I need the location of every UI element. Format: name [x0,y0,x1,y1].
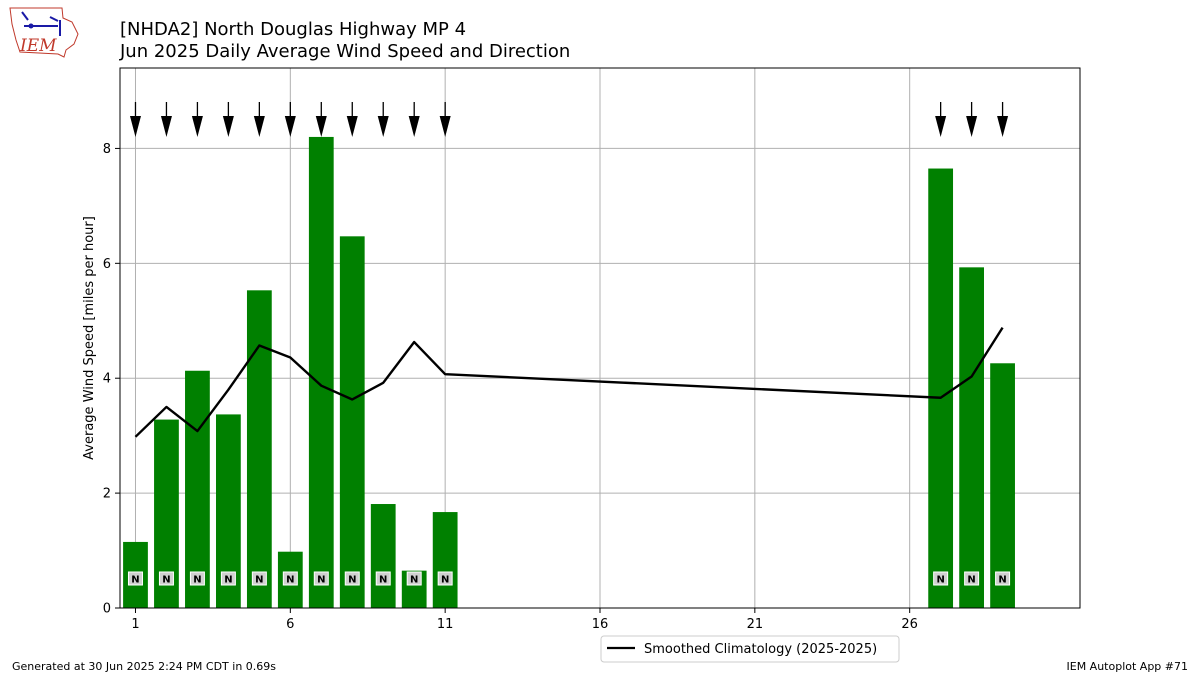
x-tick-label: 11 [437,617,454,632]
direction-label-box [220,571,236,586]
y-tick-label: 6 [103,257,111,272]
direction-label-box [964,571,980,586]
direction-label-box [406,571,422,586]
x-tick-label: 6 [286,617,294,632]
y-tick-label: 4 [103,372,111,387]
direction-label-day-29: N [998,575,1006,586]
direction-label-box [933,571,949,586]
bar-day-7 [308,136,334,609]
direction-label-day-3: N [193,575,201,586]
y-axis: 0 2 4 6 8 [103,142,120,617]
direction-label-box [437,571,453,586]
direction-label-day-2: N [162,575,170,586]
direction-label-day-11: N [441,575,449,586]
direction-label-box [158,571,174,586]
grid [120,68,1080,609]
direction-label-box [189,571,205,586]
bar-day-8 [339,236,365,608]
legend-entry-climatology: Smoothed Climatology (2025-2025) [644,642,877,657]
footer-generated: Generated at 30 Jun 2025 2:24 PM CDT in … [12,660,277,673]
wind-arrow-day-6 [284,102,296,137]
wind-arrow-day-2 [160,102,172,137]
direction-label-box [282,571,298,586]
bar-day-29 [990,363,1015,608]
direction-label-day-7: N [317,575,325,586]
direction-label-box [344,571,360,586]
direction-label-box [127,571,143,586]
wind-arrow-day-3 [191,102,203,137]
x-axis: 1 6 11 16 21 26 [131,608,918,632]
bar-day-28 [959,267,984,608]
wind-arrow-day-5 [253,102,265,137]
bar-day-11 [432,512,458,608]
y-tick-label: 0 [103,602,111,617]
direction-label-day-8: N [348,575,356,586]
x-tick-label: 26 [901,617,918,632]
wind-arrow-day-9 [377,102,389,137]
direction-label-box [375,571,391,586]
bar-day-5 [246,290,272,608]
direction-label-day-4: N [224,575,232,586]
iem-logo: IEM [9,7,79,58]
direction-label-day-6: N [286,575,294,586]
logo-text: IEM [19,36,57,56]
wind-arrow-day-29 [997,102,1009,137]
climatology-line [134,327,1004,438]
bar-day-3 [185,370,210,608]
bar-day-9 [370,504,396,608]
direction-label-box [313,571,329,586]
y-tick-label: 2 [103,487,111,502]
wind-arrow-day-11 [439,102,451,137]
bar-day-27 [928,168,954,608]
direction-label-box [251,571,267,586]
chart-title: [NHDA2] North Douglas Highway MP 4 [120,19,466,40]
climatology-line-group [134,327,1004,438]
wind-arrow-day-27 [935,102,947,137]
direction-label-day-27: N [936,575,944,586]
direction-label-day-28: N [967,575,975,586]
footer-app: IEM Autoplot App #71 [1066,660,1189,673]
wind-arrow-day-8 [346,102,358,137]
legend-box [600,635,900,663]
wind-arrow-day-1 [129,102,141,137]
y-tick-label: 8 [103,142,111,157]
direction-label-box [995,571,1011,586]
direction-label-day-1: N [131,575,139,586]
wind-arrow-day-4 [222,102,234,137]
bars [123,136,1015,609]
wind-arrow-day-10 [408,102,420,137]
direction-label-day-5: N [255,575,263,586]
x-tick-label: 1 [131,617,139,632]
y-axis-label: Average Wind Speed [miles per hour] [82,216,97,460]
wind-arrow-day-28 [966,102,978,137]
wind-arrow-day-7 [315,102,327,137]
direction-label-day-10: N [410,575,418,586]
direction-label-day-9: N [379,575,387,586]
x-tick-label: 21 [747,617,764,632]
chart-subtitle: Jun 2025 Daily Average Wind Speed and Di… [119,41,570,62]
x-tick-label: 16 [592,617,609,632]
wind-arrows [129,102,1009,137]
logo-wind-icon [21,11,61,36]
legend: Smoothed Climatology (2025-2025) [600,635,900,663]
